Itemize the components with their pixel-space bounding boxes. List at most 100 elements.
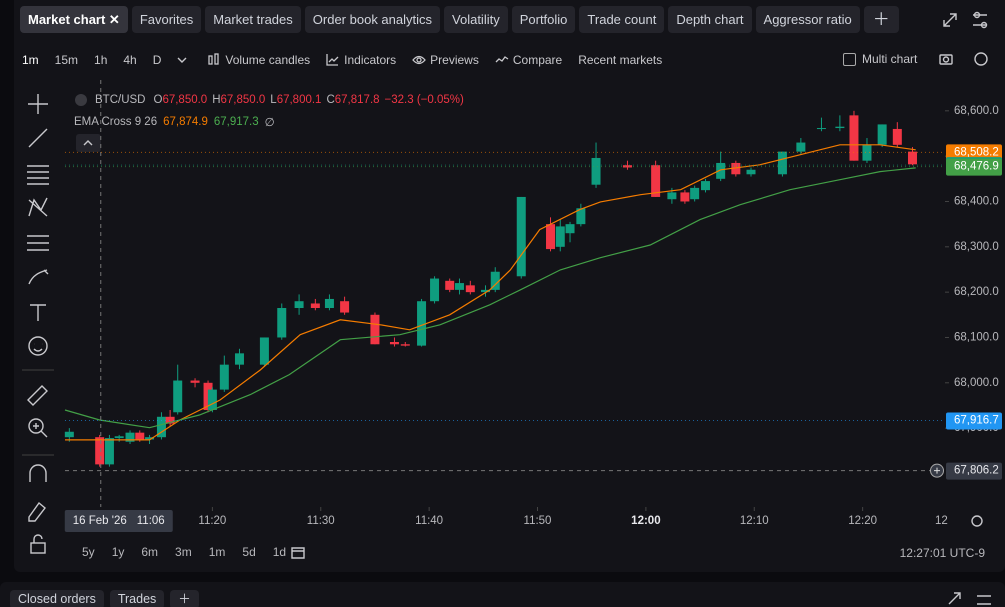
tool-pen-lock[interactable] [28, 501, 46, 522]
tool-line[interactable] [28, 128, 48, 148]
add-tab[interactable]: ＋ [863, 6, 899, 33]
interval[interactable]: 4h [123, 53, 137, 67]
toolbar-button-label: Indicators [344, 53, 397, 67]
checkbox[interactable] [843, 52, 856, 66]
tool-zoom[interactable] [28, 418, 44, 434]
legend-row: EMA Cross 9 26 67,874.9 67,917.3 ∅ [74, 111, 464, 133]
candle-body [892, 128, 902, 145]
candle-body [219, 364, 229, 390]
tab[interactable]: Market trades [205, 6, 301, 33]
tab[interactable]: Depth chart [668, 6, 752, 33]
candle-body [680, 192, 690, 202]
settings-icon[interactable] [977, 595, 991, 605]
candle-body [310, 303, 320, 309]
ohlc-key: H [212, 94, 221, 106]
multi-chart-toggle[interactable]: Multi chart [843, 52, 917, 66]
candle-body [490, 271, 500, 290]
y-tick-label: 68,400.0 [954, 196, 999, 208]
tool-fib[interactable] [27, 235, 49, 251]
candle-body [324, 298, 334, 309]
y-tick-label: 68,600.0 [954, 105, 999, 117]
tool-ruler[interactable] [27, 385, 48, 406]
tool-text[interactable] [30, 304, 46, 321]
candle-body [651, 165, 661, 197]
change: −32.3 (−0.05%) [384, 94, 464, 106]
candle-body [104, 438, 114, 465]
bottom-tab[interactable]: Closed orders [10, 590, 104, 607]
interval[interactable]: 1m [22, 53, 39, 67]
date-range-icon[interactable] [291, 547, 305, 559]
expand-icon[interactable] [948, 592, 961, 605]
screenshot-icon[interactable] [939, 54, 953, 65]
tool-channels[interactable] [27, 165, 49, 185]
range[interactable]: 5d [242, 545, 256, 559]
add-bottom-tab[interactable]: ＋ [170, 590, 199, 607]
toolbar-button[interactable]: Previews [412, 53, 479, 67]
tool-emoji[interactable] [28, 336, 48, 356]
legend: BTC/USD O 67,850.0 H 67,850.0 L 67,800.1 C 67,8… [74, 89, 464, 133]
tab[interactable]: Volatility [444, 6, 508, 33]
interval[interactable]: 15m [54, 53, 79, 67]
range[interactable]: 3m [175, 545, 192, 559]
range[interactable]: 5y [82, 545, 95, 559]
y-tick-label: 68,000.0 [954, 377, 999, 389]
x-tick-label: 11:20 [198, 515, 226, 527]
price-badge-label: 68,508.2 [954, 146, 999, 158]
range[interactable]: 1d [272, 545, 287, 559]
toolbar-button[interactable]: Recent markets [578, 53, 662, 67]
tab[interactable]: Portfolio [511, 6, 576, 33]
bottom-tab[interactable]: Trades [109, 590, 165, 607]
crosshair-date: 16 Feb '26 [73, 515, 127, 527]
panel-icons [948, 592, 991, 605]
tool-lock[interactable] [30, 542, 46, 554]
tab[interactable]: Market chart ✕ [20, 6, 128, 33]
tab[interactable]: Favorites [131, 6, 202, 33]
candle-body [64, 431, 74, 438]
toolbar-button-label: Previews [430, 53, 479, 67]
tool-zoom-sign [33, 423, 48, 438]
legend-row: BTC/USD O 67,850.0 H 67,850.0 L 67,800.1 C 67,8… [74, 89, 464, 111]
candle-body [145, 437, 155, 440]
x-tick-label: 11:40 [415, 515, 443, 527]
candle-body [340, 301, 350, 313]
tool-crosshair[interactable] [28, 94, 48, 114]
toolbar-button[interactable]: Indicators [326, 53, 396, 67]
range[interactable]: 1m [208, 545, 226, 559]
axis-settings-icon[interactable] [971, 515, 983, 527]
expand-icon[interactable] [943, 13, 957, 27]
help-icon[interactable] [974, 52, 988, 66]
y-tick-label: 68,100.0 [954, 332, 999, 344]
tool-brush[interactable] [28, 269, 49, 285]
candle-body [565, 224, 575, 234]
candle-body [207, 389, 217, 410]
chart-window [14, 0, 1005, 572]
toolbar-button-label: Compare [512, 53, 563, 67]
tab[interactable]: Aggressor ratio [755, 6, 860, 33]
close-tab[interactable]: ✕ [105, 12, 120, 27]
interval[interactable]: 1h [94, 53, 108, 67]
tab[interactable]: Trade count [579, 6, 665, 33]
ohlc-value: 67,850.0 [162, 94, 208, 106]
ema-extra: ∅ [264, 117, 275, 129]
candle-body [445, 280, 455, 290]
interval-menu[interactable] [177, 53, 187, 67]
toolbar-button-label: Volume candles [225, 53, 311, 67]
range[interactable]: 1y [111, 545, 125, 559]
clock: 12:27:01 UTC-9 [899, 546, 985, 560]
tool-magnet[interactable] [29, 464, 47, 482]
tab[interactable]: Order book analytics [304, 6, 441, 33]
candle-body [835, 126, 845, 129]
toolbar-button[interactable]: Compare [495, 53, 562, 67]
tool-pattern[interactable] [28, 197, 48, 217]
drawing-tools [22, 94, 54, 554]
collapse-legend[interactable] [76, 134, 101, 152]
candle-body [746, 169, 756, 175]
toolbar-button[interactable]: Volume candles [207, 53, 310, 67]
candle-body [516, 196, 526, 277]
candle-body [156, 416, 166, 438]
x-axis-edge-label: 12 [935, 515, 948, 527]
range[interactable]: 6m [141, 545, 159, 559]
candle-body [480, 289, 490, 293]
candle-body [796, 142, 806, 152]
interval[interactable]: D [152, 53, 162, 67]
